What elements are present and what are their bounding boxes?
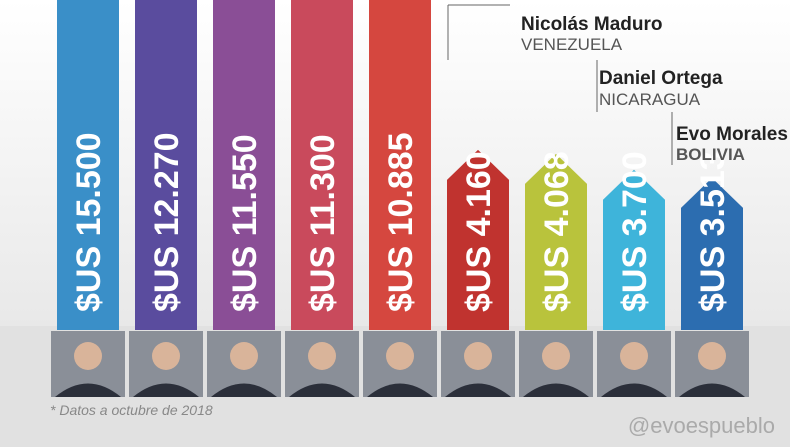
photo-face [308, 342, 336, 370]
value-label: $US 4.160 [460, 151, 498, 312]
value-label: $US 10.885 [382, 132, 420, 312]
photo-face [230, 342, 258, 370]
photo-body [445, 383, 511, 397]
photo-face [152, 342, 180, 370]
photo-body [679, 383, 745, 397]
value-label: $US 12.270 [148, 132, 186, 312]
handle: @evoespueblo [628, 413, 775, 438]
photo-face [698, 342, 726, 370]
photo-face [386, 342, 414, 370]
bar [213, 0, 275, 330]
photo-face [464, 342, 492, 370]
bar [525, 153, 587, 330]
photo-body [601, 383, 667, 397]
bar [57, 0, 119, 330]
photo-body [367, 383, 433, 397]
annotation-country: NICARAGUA [599, 90, 701, 109]
value-label: $US 11.550 [226, 134, 264, 312]
annotation-country: VENEZUELA [521, 35, 623, 54]
photo-body [289, 383, 355, 397]
photo-face [542, 342, 570, 370]
bar [603, 169, 665, 330]
annotation-name: Evo Morales [676, 124, 788, 145]
bar [135, 0, 197, 330]
value-label: $US 4.068 [538, 151, 576, 312]
value-label: $US 11.300 [304, 134, 342, 312]
bars: $US 15.500 $US 12.270 $US 11.550 $US 11.300… [51, 0, 749, 397]
value-label: $US 3.700 [616, 151, 654, 312]
photo-face [620, 342, 648, 370]
bar [291, 0, 353, 330]
bar [369, 0, 431, 330]
photo-body [133, 383, 199, 397]
bar [681, 177, 743, 330]
photo-body [55, 383, 121, 397]
photo-body [211, 383, 277, 397]
annotation-name: Nicolás Maduro [521, 14, 662, 35]
value-label: $US 3.513 [694, 151, 732, 312]
bar [447, 149, 509, 330]
photo-face [74, 342, 102, 370]
photo-body [523, 383, 589, 397]
value-label: $US 15.500 [70, 132, 108, 312]
annotation-name: Daniel Ortega [599, 68, 723, 89]
footnote: * Datos a octubre de 2018 [50, 402, 213, 418]
annotation-country: BOLIVIA [676, 145, 745, 164]
